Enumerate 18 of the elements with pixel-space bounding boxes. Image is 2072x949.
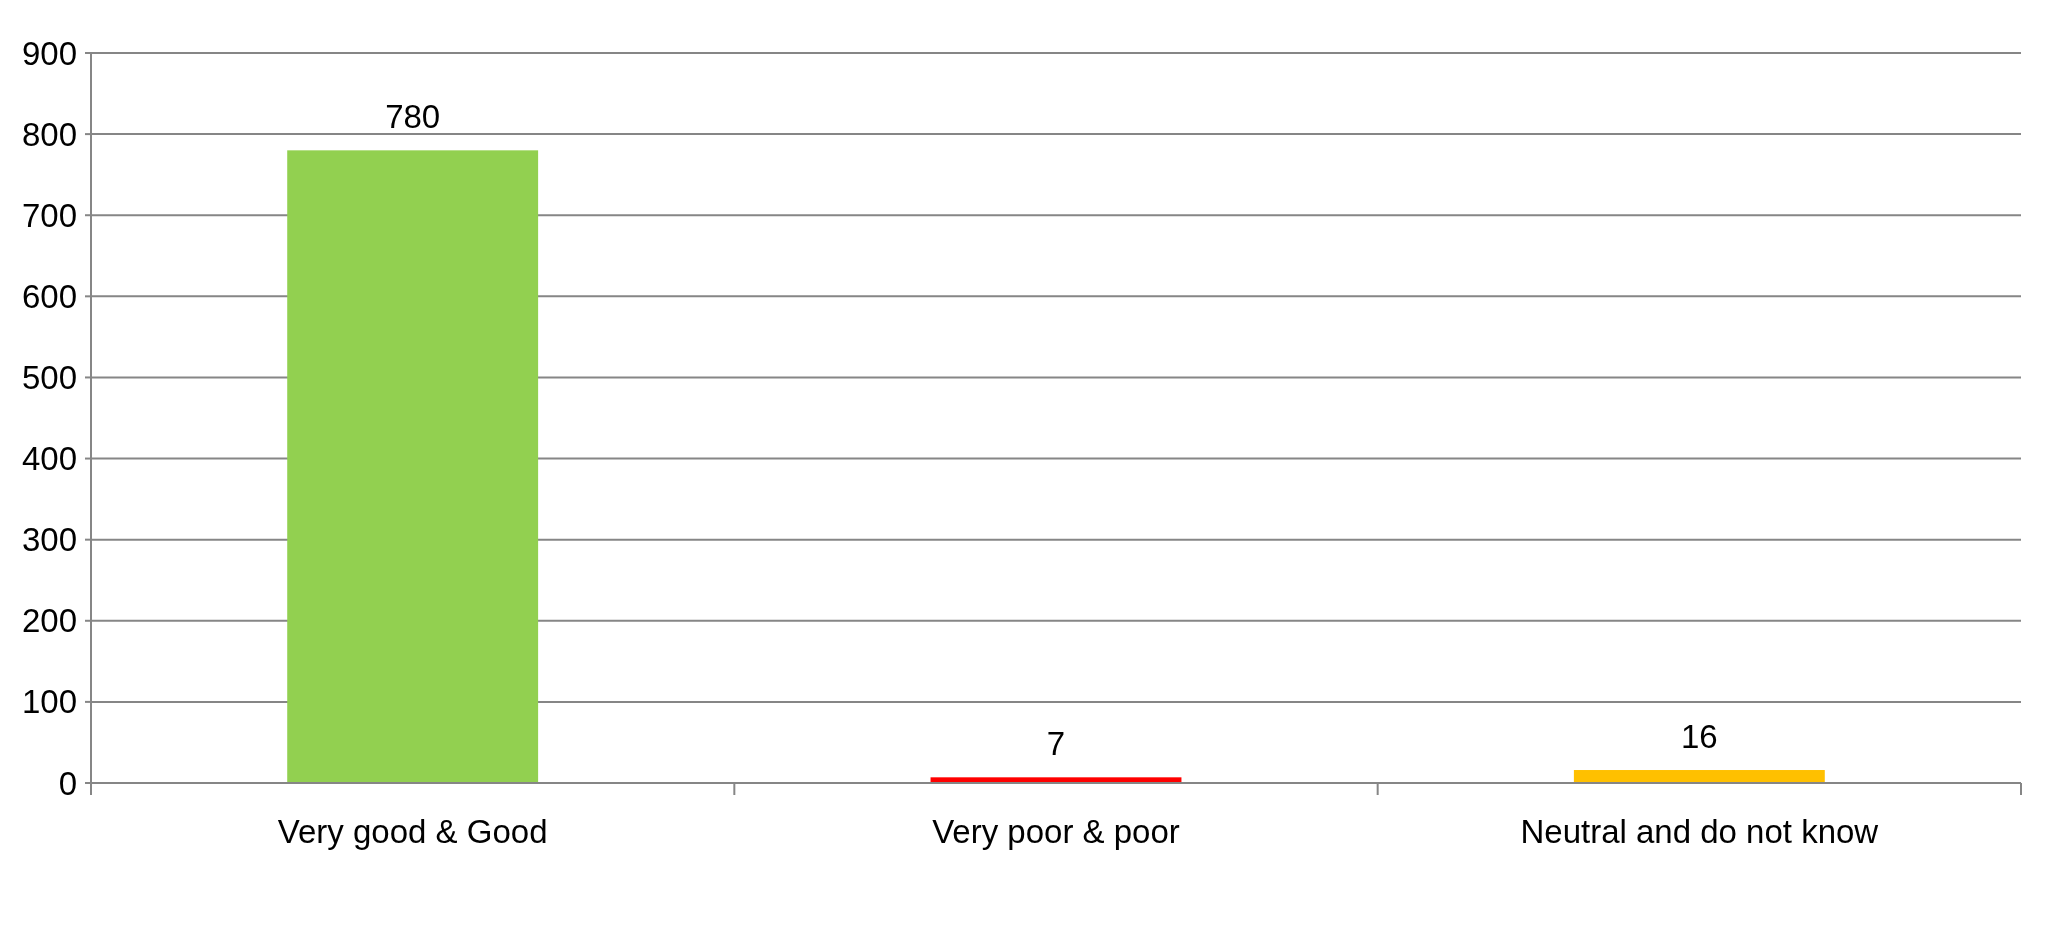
y-tick-label: 200 (21, 602, 77, 640)
x-tick-label: Neutral and do not know (1520, 813, 1879, 850)
y-tick-label: 800 (21, 115, 77, 153)
data-label: 780 (385, 98, 441, 136)
data-label: 16 (1680, 718, 1718, 756)
y-tick-label: 0 (58, 764, 77, 802)
y-tick-label: 900 (21, 34, 77, 72)
y-tick-label: 500 (21, 358, 77, 396)
x-tick-label: Very good & Good (277, 813, 548, 850)
x-tick-label: Very poor & poor (932, 813, 1180, 850)
y-tick-label: 300 (21, 521, 77, 559)
bar (287, 150, 539, 783)
data-label: 7 (1046, 725, 1066, 763)
y-tick-label: 700 (21, 196, 77, 234)
y-tick-label: 400 (21, 440, 77, 478)
y-tick-label: 600 (21, 277, 77, 315)
y-tick-label: 100 (21, 683, 77, 721)
bar (1573, 770, 1825, 783)
